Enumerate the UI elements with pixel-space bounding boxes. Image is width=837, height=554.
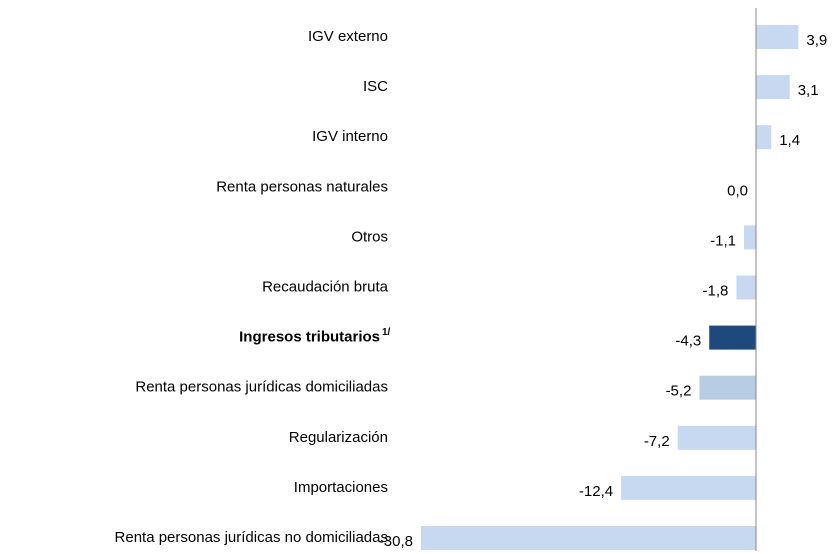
category-label: Importaciones	[294, 479, 388, 496]
data-label: -1,8	[703, 282, 729, 299]
bar	[621, 475, 756, 500]
bar	[755, 125, 772, 150]
category-label: Regularización	[289, 429, 388, 446]
category-label: IGV interno	[312, 128, 388, 145]
footnote-mark: 1/	[382, 327, 391, 338]
bar	[755, 25, 799, 49]
category-label: Renta personas jurídicas no domiciliadas	[115, 529, 388, 546]
data-label: 0,0	[727, 182, 748, 199]
data-label: 1,4	[779, 132, 800, 149]
category-label: IGV externo	[308, 28, 388, 45]
data-label: -30,8	[379, 533, 413, 550]
data-label: -5,2	[666, 383, 692, 400]
data-label: -7,2	[644, 433, 670, 450]
category-label: Otros	[351, 228, 388, 245]
category-label: ISC	[363, 78, 388, 95]
bar	[744, 225, 756, 250]
data-label: -1,1	[710, 232, 736, 249]
bar	[677, 425, 756, 450]
bar	[755, 75, 790, 100]
bar	[699, 375, 756, 400]
bar	[736, 275, 756, 300]
category-label: Recaudación bruta	[262, 278, 389, 295]
bar	[421, 526, 756, 550]
data-label: 3,9	[806, 32, 827, 49]
data-label: 3,1	[798, 82, 819, 99]
bar	[709, 325, 756, 350]
category-label: Renta personas jurídicas domiciliadas	[135, 379, 388, 396]
data-label: -4,3	[675, 333, 701, 350]
category-label: Renta personas naturales	[216, 178, 388, 195]
data-label: -12,4	[579, 483, 613, 500]
category-label: Ingresos tributarios	[239, 329, 380, 346]
